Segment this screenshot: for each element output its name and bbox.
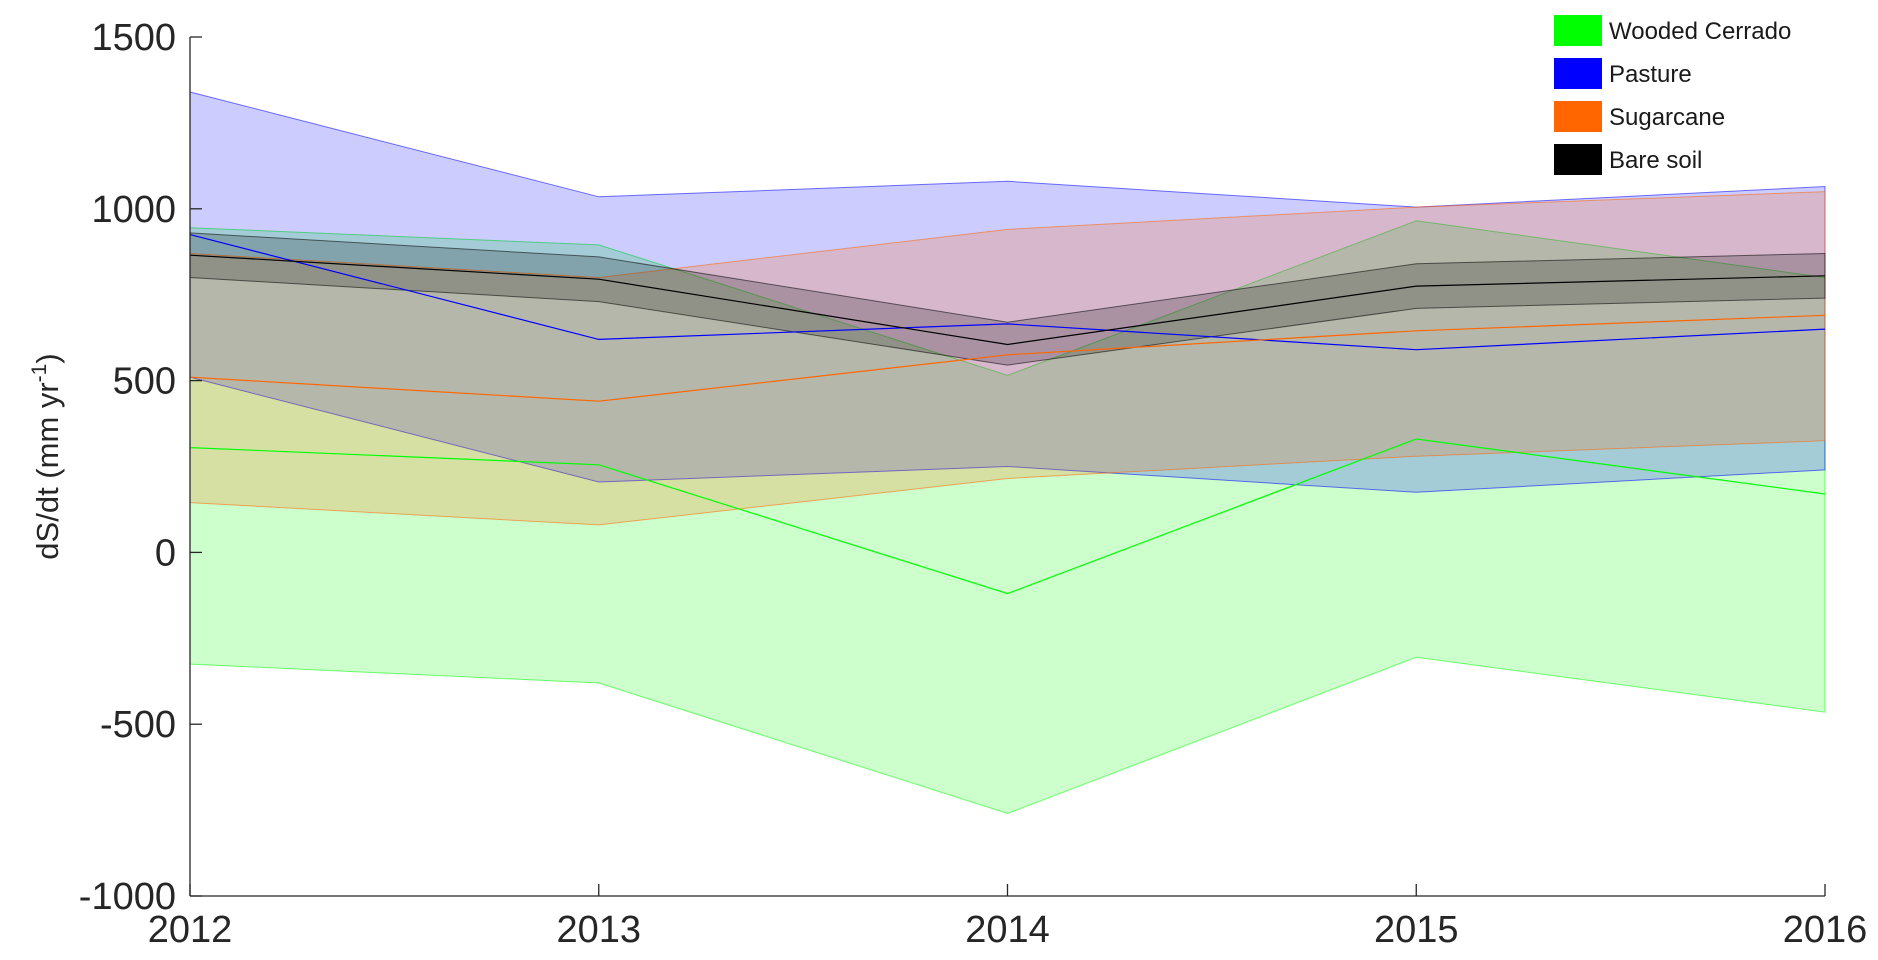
legend-label-bare-soil: Bare soil (1609, 147, 1702, 174)
band-pasture (189, 91, 1826, 493)
y-tick-label-500: 500 (113, 361, 176, 403)
line-pasture (189, 234, 1826, 351)
uncertainty-bands (189, 91, 1826, 815)
y-tick-label-1500: 1500 (91, 17, 176, 59)
x-tick-label-2014: 2014 (965, 909, 1050, 951)
y-axis-title: dS/dt (mm yr-1) (28, 353, 65, 559)
x-tick-label-2016: 2016 (1783, 909, 1868, 951)
y-tick-label-500: -500 (100, 704, 176, 746)
x-tick-label-2012: 2012 (148, 909, 233, 951)
band-wooded-cerrado (189, 220, 1826, 815)
legend-swatch-bare-soil (1554, 144, 1602, 175)
legend-swatch-wooded-cerrado (1554, 15, 1602, 46)
legend-swatch-pasture (1554, 58, 1602, 89)
legend-label-sugarcane: Sugarcane (1609, 104, 1725, 131)
line-bare-soil (189, 254, 1826, 346)
x-tick-label-2013: 2013 (556, 909, 641, 951)
legend-label-wooded-cerrado: Wooded Cerrado (1609, 18, 1791, 45)
y-tick-label-1000: 1000 (91, 189, 176, 231)
x-tick-label-2015: 2015 (1374, 909, 1459, 951)
line-sugarcane (189, 314, 1826, 402)
band-bare-soil (189, 232, 1826, 366)
legend-label-pasture: Pasture (1609, 61, 1692, 88)
y-tick-label-0: 0 (155, 532, 176, 574)
band-sugarcane (189, 191, 1826, 526)
axes: 2012 2013 2014 2015 2016 -1000 -500 0 500 1000 150… (28, 17, 1867, 951)
mean-lines (189, 234, 1826, 595)
y-tick-label-1000: -1000 (79, 876, 176, 918)
line-wooded-cerrado (189, 438, 1826, 595)
legend: Wooded Cerrado Pasture Sugarcane Bare soil (1554, 15, 1791, 175)
legend-swatch-sugarcane (1554, 101, 1602, 132)
